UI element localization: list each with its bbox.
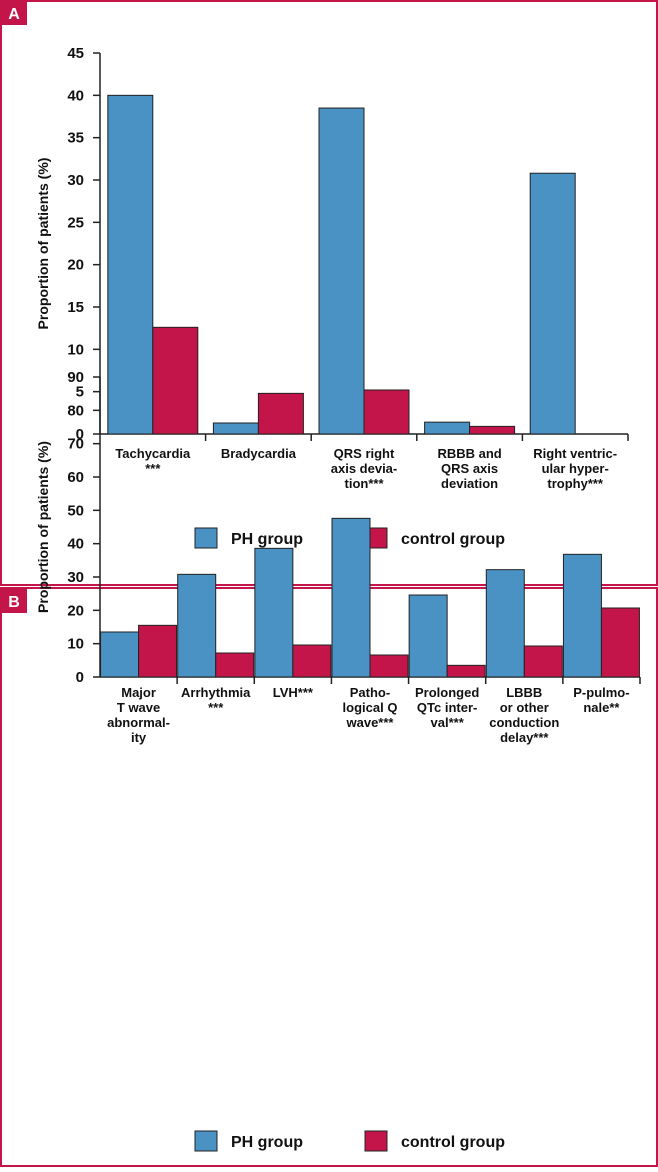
legend-label: PH group: [231, 531, 303, 548]
y-tick-label: 50: [67, 502, 84, 519]
bar: [446, 664, 486, 678]
panel-label: A: [8, 6, 20, 23]
x-tick-label: Right ventric-ular hyper-trophy***: [533, 446, 617, 491]
y-tick-label: 40: [67, 536, 84, 553]
bar: [177, 573, 217, 678]
bar: [107, 94, 154, 435]
legend-label: PH group: [231, 1134, 303, 1151]
bar: [318, 107, 365, 435]
panel-label-box: [1, 589, 27, 613]
x-tick-label: LVH***: [273, 685, 314, 700]
y-tick-label: 40: [67, 87, 84, 104]
x-tick-label: QRS right axis devia-tion***: [331, 446, 398, 491]
panel-label-box: [1, 1, 27, 25]
bar: [257, 392, 304, 435]
legend-label: control group: [401, 1134, 505, 1151]
x-tick-label: Bradycardia: [221, 446, 297, 461]
panel-frame: [0, 587, 658, 1167]
bar: [212, 422, 259, 435]
y-tick-label: 15: [67, 299, 84, 316]
y-axis-label: Proportion of patients (%): [35, 158, 51, 330]
legend-label: control group: [401, 531, 505, 548]
bar: [523, 645, 563, 678]
legend-swatch: [364, 1130, 388, 1152]
y-tick-label: 10: [67, 636, 84, 653]
bar: [369, 654, 409, 678]
y-axis-label: Proportion of patients (%): [35, 441, 51, 613]
y-tick-label: 25: [67, 214, 84, 231]
y-tick-label: 10: [67, 341, 84, 358]
bar: [529, 172, 576, 435]
legend-swatch: [194, 527, 218, 549]
y-tick-label: 20: [67, 257, 84, 274]
bar: [254, 547, 294, 678]
bar: [363, 389, 410, 435]
y-tick-label: 35: [67, 130, 84, 147]
panel-frame: [0, 0, 658, 586]
y-tick-label: 60: [67, 469, 84, 486]
bar: [485, 569, 525, 678]
bar: [292, 644, 332, 678]
x-tick-label: RBBB and QRS axis deviation: [437, 446, 501, 491]
y-tick-label: 0: [76, 426, 84, 443]
y-tick-label: 80: [67, 402, 84, 419]
bar: [331, 517, 371, 678]
x-tick-label: LBBB or other conduction delay***: [489, 685, 559, 745]
y-tick-label: 30: [67, 569, 84, 586]
y-tick-label: 70: [67, 436, 84, 453]
bar: [562, 553, 602, 678]
x-tick-label: Arrhythmia ***: [181, 685, 251, 715]
panel-label: B: [8, 594, 20, 611]
bar: [424, 421, 471, 435]
y-tick-label: 90: [67, 369, 84, 386]
x-tick-label: P-pulmo-nale**: [573, 685, 629, 715]
x-tick-label: Tachycardia ***: [115, 446, 191, 476]
bar: [138, 624, 178, 678]
y-tick-label: 20: [67, 602, 84, 619]
bar: [215, 652, 255, 678]
x-tick-label: Major T wave abnormal-ity: [107, 685, 170, 745]
y-tick-label: 5: [76, 384, 84, 401]
y-tick-label: 45: [67, 45, 84, 62]
bar: [100, 631, 140, 678]
y-tick-label: 0: [76, 669, 84, 686]
legend-swatch: [194, 1130, 218, 1152]
bar: [469, 425, 516, 435]
x-tick-label: Prolonged QTc inter-val***: [415, 685, 479, 730]
bar: [408, 594, 448, 678]
bar: [152, 326, 199, 435]
bar: [600, 607, 640, 678]
y-tick-label: 30: [67, 172, 84, 189]
